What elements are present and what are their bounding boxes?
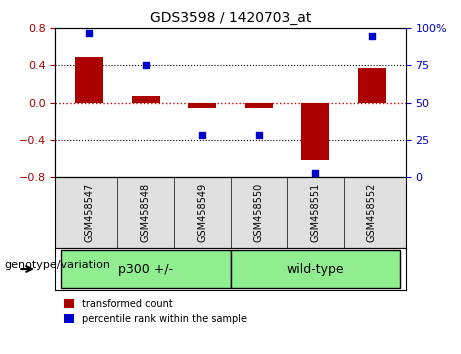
Text: GSM458548: GSM458548: [141, 183, 151, 242]
Text: GSM458551: GSM458551: [310, 183, 320, 242]
Text: GSM458550: GSM458550: [254, 183, 264, 242]
Bar: [230, 250, 400, 288]
Bar: [245, 103, 273, 108]
Point: [142, 63, 149, 68]
Text: wild-type: wild-type: [286, 263, 344, 275]
Bar: [301, 103, 330, 160]
Point: [199, 132, 206, 138]
Point: [255, 132, 262, 138]
Bar: [131, 96, 160, 103]
Bar: [61, 250, 230, 288]
Text: p300 +/-: p300 +/-: [118, 263, 173, 275]
Point: [86, 30, 93, 36]
Text: GSM458552: GSM458552: [367, 183, 377, 242]
Legend: transformed count, percentile rank within the sample: transformed count, percentile rank withi…: [60, 295, 250, 328]
Text: GSM458547: GSM458547: [84, 183, 94, 242]
Point: [368, 33, 375, 39]
Point: [312, 170, 319, 175]
Text: genotype/variation: genotype/variation: [5, 261, 111, 270]
Title: GDS3598 / 1420703_at: GDS3598 / 1420703_at: [150, 11, 311, 24]
Bar: [358, 68, 386, 103]
Text: GSM458549: GSM458549: [197, 183, 207, 242]
Bar: [75, 57, 103, 103]
Bar: [188, 103, 216, 108]
